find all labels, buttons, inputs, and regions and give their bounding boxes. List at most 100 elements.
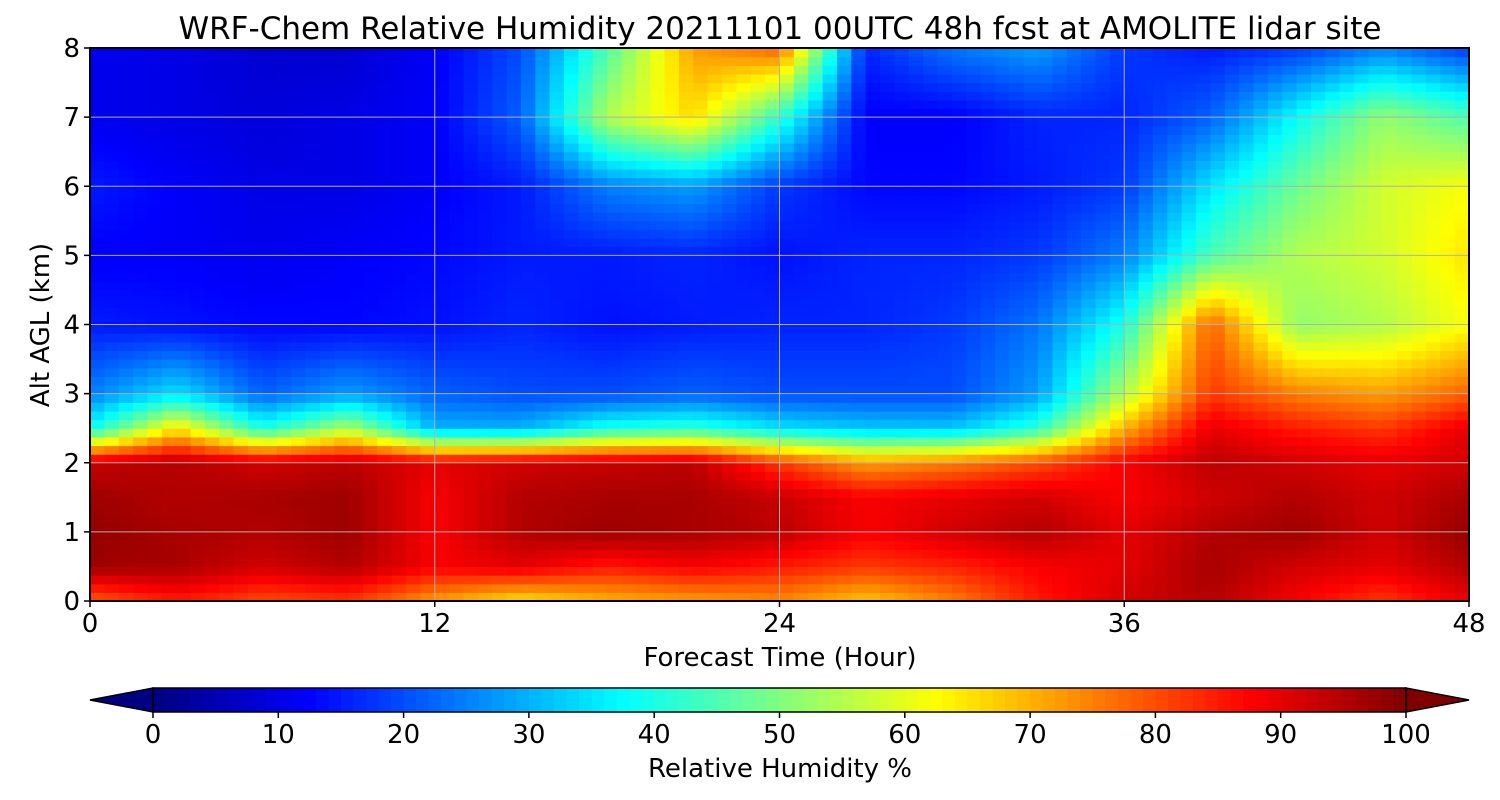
heatmap-cell [1325, 281, 1341, 291]
heatmap-cell [1282, 246, 1298, 256]
heatmap-cell [736, 289, 752, 300]
heatmap-cell [147, 566, 163, 576]
heatmap-cell [578, 359, 594, 369]
heatmap-cell [161, 212, 177, 222]
heatmap-cell [1411, 471, 1427, 481]
heatmap-cell [966, 445, 982, 455]
heatmap-cell [779, 540, 795, 550]
heatmap-cell [1038, 428, 1054, 438]
heatmap-cell [865, 523, 881, 533]
heatmap-cell [894, 160, 910, 170]
heatmap-cell [204, 307, 220, 317]
heatmap-cell [1052, 220, 1068, 231]
heatmap-cell [578, 428, 594, 438]
heatmap-cell [980, 592, 996, 602]
heatmap-cell [664, 566, 680, 576]
heatmap-cell [1181, 566, 1197, 576]
heatmap-cell [908, 505, 924, 516]
heatmap-cell [204, 229, 220, 239]
heatmap-cell [635, 160, 651, 170]
heatmap-cell [592, 454, 608, 464]
heatmap-cell [980, 480, 996, 490]
heatmap-cell [1167, 298, 1183, 308]
heatmap-cell [1109, 246, 1125, 256]
heatmap-cell [1066, 194, 1082, 205]
heatmap-cell [147, 384, 163, 395]
heatmap-cell [348, 384, 364, 395]
heatmap-cell [305, 315, 321, 326]
heatmap-cell [1296, 359, 1312, 369]
heatmap-cell [951, 436, 967, 447]
heatmap-cell [1124, 471, 1140, 481]
heatmap-cell [1325, 531, 1341, 542]
heatmap-cell [808, 488, 824, 498]
heatmap-cell [1124, 315, 1140, 326]
heatmap-cell [362, 350, 378, 360]
heatmap-cell [578, 324, 594, 334]
heatmap-cell [118, 592, 134, 602]
heatmap-cell [908, 384, 924, 395]
heatmap-cell [406, 514, 421, 524]
heatmap-cell [1354, 583, 1370, 593]
heatmap-cell [1066, 272, 1082, 282]
heatmap-cell [248, 488, 263, 498]
heatmap-cell [980, 471, 996, 481]
heatmap-cell [1267, 229, 1283, 239]
heatmap-cell [1081, 436, 1097, 447]
heatmap-cell [793, 384, 809, 395]
heatmap-cell [1354, 315, 1370, 326]
heatmap-cell [1196, 289, 1212, 300]
heatmap-cell [434, 592, 450, 602]
heatmap-cell [90, 324, 105, 334]
heatmap-cell [276, 514, 292, 524]
heatmap-cell [1167, 177, 1183, 187]
heatmap-cell [334, 488, 350, 498]
heatmap-cell [1282, 428, 1298, 438]
heatmap-cell [822, 333, 838, 343]
heatmap-cell [1397, 384, 1413, 395]
heatmap-cell [607, 281, 623, 291]
heatmap-cell [377, 281, 393, 291]
heatmap-cell [779, 229, 795, 239]
heatmap-cell [1239, 549, 1255, 559]
heatmap-cell [1296, 566, 1312, 576]
heatmap-cell [793, 471, 809, 481]
heatmap-cell [276, 186, 292, 196]
heatmap-cell [1152, 592, 1168, 602]
heatmap-cell [1397, 281, 1413, 291]
heatmap-cell [449, 419, 465, 429]
heatmap-cell [276, 454, 292, 464]
heatmap-cell [880, 298, 896, 308]
heatmap-cell [219, 566, 235, 576]
heatmap-cell [248, 160, 263, 170]
heatmap-cell [1138, 549, 1154, 559]
heatmap-cell [319, 315, 335, 326]
heatmap-cell [1124, 410, 1140, 421]
heatmap-cell [678, 523, 694, 533]
heatmap-cell [420, 436, 436, 447]
heatmap-cell [621, 592, 637, 602]
heatmap-cell [980, 402, 996, 412]
heatmap-cell [520, 505, 536, 516]
heatmap-cell [951, 393, 967, 403]
heatmap-cell [678, 203, 694, 213]
heatmap-cell [147, 212, 163, 222]
heatmap-cell [1023, 220, 1039, 231]
heatmap-cell [880, 445, 896, 455]
heatmap-cell [1152, 384, 1168, 395]
heatmap-cell [650, 445, 666, 455]
heatmap-cell [305, 376, 321, 386]
heatmap-cell [1138, 229, 1154, 239]
heatmap-cell [664, 540, 680, 550]
heatmap-cell [779, 246, 795, 256]
heatmap-cell [1224, 480, 1240, 490]
heatmap-cell [391, 272, 407, 282]
heatmap-cell [607, 592, 623, 602]
heatmap-cell [161, 376, 177, 386]
heatmap-cell [420, 514, 436, 524]
heatmap-cell [894, 220, 910, 231]
heatmap-cell [966, 255, 982, 265]
heatmap-cell [1224, 514, 1240, 524]
heatmap-cell [176, 289, 192, 300]
heatmap-cell [1210, 359, 1226, 369]
